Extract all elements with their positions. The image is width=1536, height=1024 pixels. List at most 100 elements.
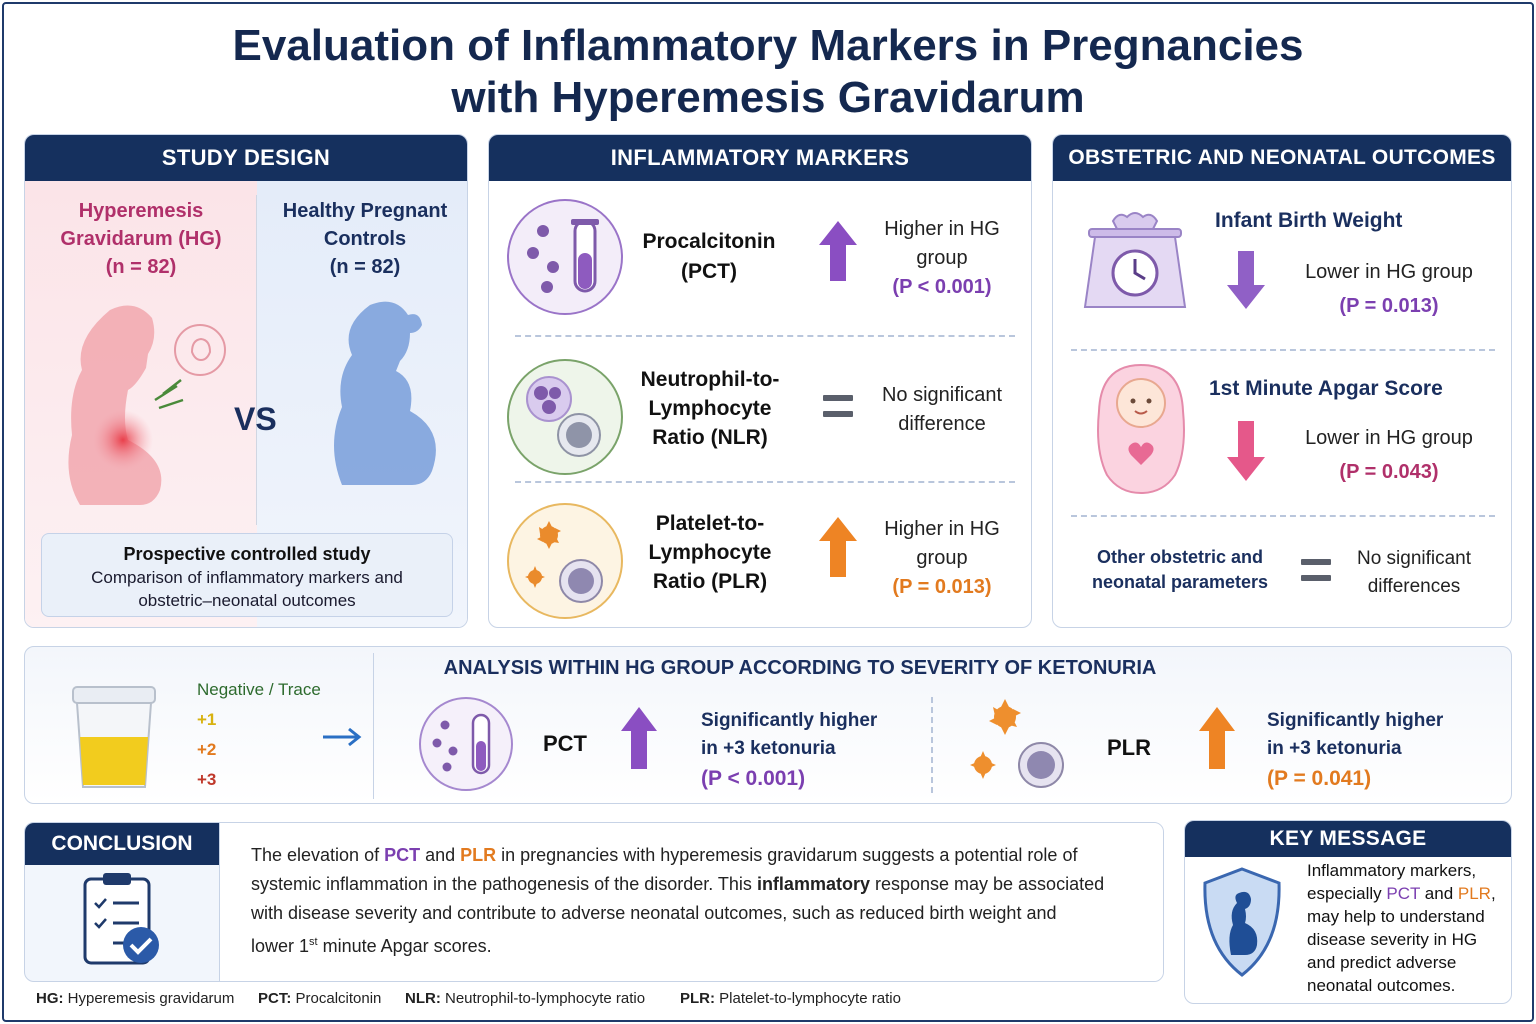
apgar-result-text: Lower in HG group bbox=[1305, 427, 1473, 449]
ketonuria-panel: Negative / Trace +1 +2 +3 ANALYSIS WITHI… bbox=[24, 646, 1512, 804]
ketonuria-plr-result: Significantly higher in +3 ketonuria (P … bbox=[1267, 707, 1443, 795]
pct-p-value: (P < 0.001) bbox=[892, 276, 992, 298]
title-line-2: with Hyperemesis Gravidarum bbox=[451, 73, 1085, 122]
conclusion-line-2: systemic inflammation in the pathogenesi… bbox=[251, 870, 1151, 899]
key-message-text-2a: especially bbox=[1307, 884, 1387, 903]
platelet-icon bbox=[507, 503, 623, 619]
plr-name: Platelet-to- Lymphocyte Ratio (PLR) bbox=[625, 509, 795, 596]
control-n: (n = 82) bbox=[329, 256, 401, 278]
ketonuria-plr-label: PLR bbox=[1107, 735, 1151, 760]
divider bbox=[256, 195, 257, 525]
divider bbox=[515, 481, 1015, 483]
plr-result: Higher in HG group (P = 0.013) bbox=[867, 515, 1017, 602]
key-message-text: Inflammatory markers, especially PCT and… bbox=[1307, 859, 1507, 997]
birth-weight-title: Infant Birth Weight bbox=[1215, 209, 1403, 232]
study-desc-2: obstetric–neonatal outcomes bbox=[138, 591, 356, 610]
conclusion-pct: PCT bbox=[384, 845, 421, 865]
other-result: No significant differences bbox=[1339, 545, 1489, 601]
arrow-down-icon bbox=[1227, 421, 1265, 481]
key-message-line-3: may help to understand bbox=[1307, 907, 1485, 926]
platelet-icon bbox=[970, 699, 1064, 788]
plr-name-1: Platelet-to- bbox=[655, 512, 765, 535]
conclusion-panel: CONCLUSION The elevation of PCT and PLR … bbox=[24, 822, 1164, 982]
nlr-name-2: Lymphocyte bbox=[648, 397, 772, 420]
ketonuria-plr-p-value: (P = 0.041) bbox=[1267, 767, 1372, 790]
hg-label-1: Hyperemesis bbox=[78, 200, 204, 222]
study-type: Prospective controlled study bbox=[123, 544, 371, 564]
conclusion-text-1: The elevation of bbox=[251, 845, 385, 865]
conclusion-text-4: systemic inflammation in the pathogenesi… bbox=[251, 874, 757, 894]
nlr-result: No significant difference bbox=[867, 381, 1017, 439]
plr-name-2: Lymphocyte bbox=[648, 541, 772, 564]
nlr-result-2: difference bbox=[898, 413, 986, 435]
pct-name-2: (PCT) bbox=[681, 260, 737, 283]
outcomes-panel: OBSTETRIC AND NEONATAL OUTCOMES Infant B… bbox=[1052, 134, 1512, 628]
pct-result-2: group bbox=[916, 247, 968, 269]
urine-cup-icon bbox=[72, 686, 156, 788]
key-message-line-5: and predict adverse bbox=[1307, 953, 1457, 972]
equal-icon bbox=[823, 395, 853, 417]
plr-result-2: group bbox=[916, 547, 968, 569]
key-message-text-2b: and bbox=[1420, 884, 1458, 903]
ketonuria-plr-result-2: in +3 ketonuria bbox=[1267, 738, 1402, 759]
footnote-text: Neutrophil-to-lymphocyte ratio bbox=[440, 990, 646, 1007]
divider bbox=[931, 697, 933, 793]
study-desc-1: Comparison of inflammatory markers and bbox=[91, 568, 403, 587]
study-design-header: STUDY DESIGN bbox=[25, 135, 467, 181]
arrow-right-icon bbox=[323, 727, 362, 747]
level-negative: Negative / Trace bbox=[197, 680, 321, 699]
birth-weight-result-text: Lower in HG group bbox=[1305, 261, 1473, 283]
footnote-pct: PCT: Procalcitonin bbox=[258, 990, 381, 1007]
pregnant-woman-nauseous-icon bbox=[68, 305, 226, 505]
pct-name-1: Procalcitonin bbox=[642, 230, 776, 253]
footnote-text: Hyperemesis gravidarum bbox=[63, 990, 235, 1007]
conclusion-text-8: minute Apgar scores. bbox=[317, 936, 492, 956]
divider bbox=[515, 335, 1015, 337]
other-parameters-2: neonatal parameters bbox=[1091, 572, 1269, 592]
hg-label-2: Gravidarum (HG) bbox=[60, 228, 222, 250]
hg-n: (n = 82) bbox=[105, 256, 177, 278]
apgar-title: 1st Minute Apgar Score bbox=[1209, 377, 1443, 400]
conclusion-text-3: in pregnancies with hyperemesis gravidar… bbox=[496, 845, 1078, 865]
conclusion-line-1: The elevation of PCT and PLR in pregnanc… bbox=[251, 841, 1151, 870]
conclusion-text-2: and bbox=[420, 845, 461, 865]
pregnant-woman-icon bbox=[334, 301, 436, 485]
nlr-name-3: Ratio (NLR) bbox=[652, 426, 768, 449]
footnote-abbr: HG: bbox=[36, 990, 64, 1007]
key-message-header: KEY MESSAGE bbox=[1185, 821, 1511, 857]
test-tube-icon bbox=[507, 199, 623, 315]
conclusion-inflammatory: inflammatory bbox=[756, 874, 870, 894]
neutrophil-icon bbox=[507, 359, 623, 475]
ketonuria-pct-result-2: in +3 ketonuria bbox=[701, 738, 836, 759]
ketonuria-levels: Negative / Trace +1 +2 +3 bbox=[197, 675, 321, 795]
nlr-name: Neutrophil-to- Lymphocyte Ratio (NLR) bbox=[625, 365, 795, 452]
footnote-nlr: NLR: Neutrophil-to-lymphocyte ratio bbox=[405, 990, 645, 1007]
ketonuria-pct-p-value: (P < 0.001) bbox=[701, 767, 806, 790]
footnote-text: Platelet-to-lymphocyte ratio bbox=[715, 990, 901, 1007]
conclusion-text: The elevation of PCT and PLR in pregnanc… bbox=[251, 841, 1151, 961]
key-message-text-2c: , bbox=[1490, 884, 1496, 903]
control-group-label: Healthy Pregnant Controls (n = 82) bbox=[265, 197, 465, 281]
study-summary-box: Prospective controlled study Comparison … bbox=[41, 533, 453, 617]
birth-weight-p-value: (P = 0.013) bbox=[1339, 295, 1439, 317]
birth-weight-result: Lower in HG group (P = 0.013) bbox=[1289, 255, 1489, 323]
arrow-up-icon bbox=[819, 517, 857, 577]
other-result-1: No significant bbox=[1356, 548, 1472, 569]
shield-icon bbox=[1203, 867, 1281, 977]
scale-icon bbox=[1083, 212, 1187, 308]
page-title: Evaluation of Inflammatory Markers in Pr… bbox=[0, 20, 1536, 124]
inflammatory-markers-header: INFLAMMATORY MARKERS bbox=[489, 135, 1031, 181]
conclusion-plr: PLR bbox=[460, 845, 497, 865]
key-message-line-6: neonatal outcomes. bbox=[1307, 976, 1456, 995]
arrow-down-icon bbox=[1227, 251, 1265, 309]
test-tube-icon bbox=[419, 697, 513, 791]
ketonuria-divider bbox=[373, 653, 374, 799]
nlr-result-1: No significant bbox=[881, 384, 1003, 406]
footnote-abbr: PCT: bbox=[258, 990, 292, 1007]
vs-label: VS bbox=[234, 401, 277, 437]
key-message-line-2: especially PCT and PLR, bbox=[1307, 882, 1507, 905]
divider bbox=[1071, 515, 1495, 517]
hg-group-label: Hyperemesis Gravidarum (HG) (n = 82) bbox=[45, 197, 237, 281]
conclusion-sup: st bbox=[309, 936, 318, 948]
